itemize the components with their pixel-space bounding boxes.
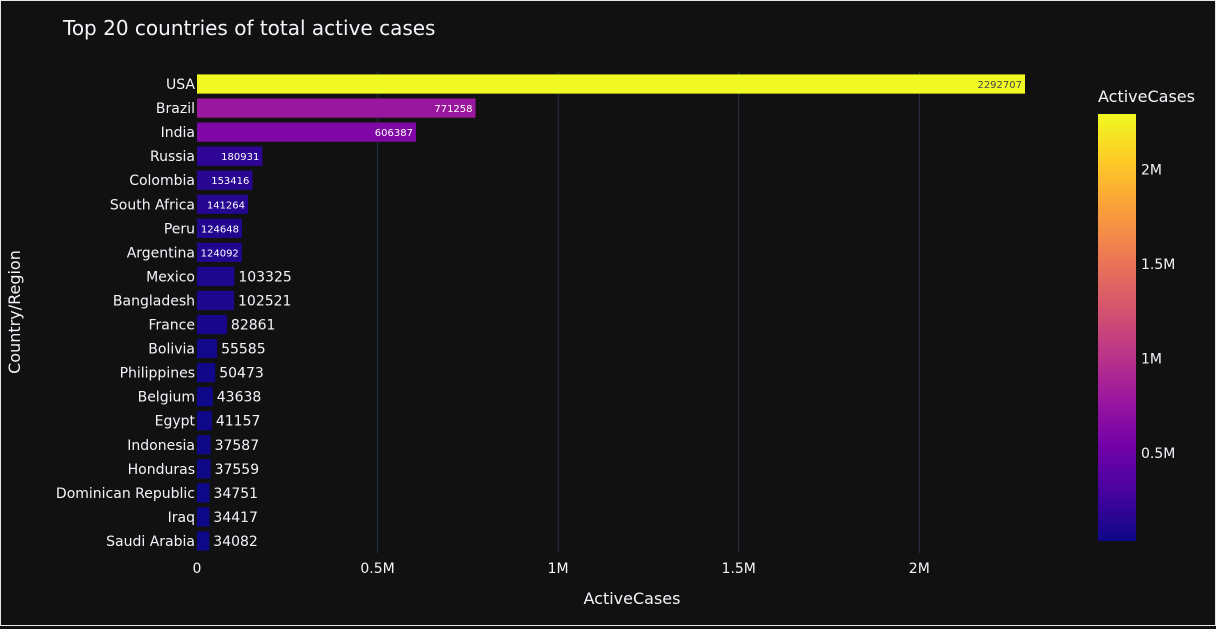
bar-value-label: 2292707 (977, 80, 1022, 91)
bar[interactable] (197, 74, 1025, 94)
bar-value-label: 37587 (215, 438, 260, 454)
y-tick-label: Peru (164, 221, 195, 237)
bar[interactable] (197, 266, 235, 287)
bar[interactable] (197, 170, 253, 190)
bar-value-label: 41157 (216, 414, 261, 430)
bar-value-label: 55585 (221, 342, 266, 358)
y-tick-label: Bangladesh (113, 293, 195, 309)
x-axis-title: ActiveCases (584, 589, 681, 608)
colorbar-tick-label: 2M (1141, 162, 1162, 178)
y-tick-label: Philippines (120, 366, 195, 382)
bar[interactable] (197, 387, 213, 407)
bar[interactable] (197, 146, 263, 166)
y-tick-label: Argentina (127, 245, 195, 261)
y-tick-label: Egypt (155, 414, 196, 430)
bar-value-label: 34082 (213, 534, 258, 550)
colorbar (1098, 114, 1136, 541)
colorbar-tick-label: 0.5M (1141, 446, 1175, 462)
bar[interactable] (197, 314, 227, 335)
bar[interactable] (197, 218, 243, 238)
bar[interactable] (197, 122, 416, 142)
colorbar-tick-label: 1.5M (1141, 257, 1175, 273)
bar-value-label: 37559 (215, 462, 260, 478)
bar[interactable] (197, 242, 242, 262)
bar[interactable] (197, 98, 476, 118)
y-tick-label: France (148, 318, 195, 334)
y-tick-label: USA (166, 77, 195, 93)
y-tick-label: Brazil (156, 101, 195, 117)
bar[interactable] (197, 194, 249, 214)
y-tick-label: India (161, 125, 195, 141)
x-tick-label: 2M (909, 561, 930, 577)
y-axis-title: Country/Region (5, 250, 24, 374)
colorbar-tick-label: 1M (1141, 351, 1162, 367)
bar-value-label: 34417 (213, 510, 258, 526)
bar[interactable] (197, 531, 210, 551)
bar-value-label: 102521 (238, 293, 291, 309)
colorbar-title: ActiveCases (1098, 87, 1195, 106)
bar[interactable] (197, 435, 211, 455)
x-tick-label: 0 (193, 561, 202, 577)
bar[interactable] (197, 290, 235, 311)
bar-value-label: 124648 (201, 224, 239, 235)
y-tick-label: Mexico (146, 269, 195, 285)
y-tick-label: Russia (150, 149, 195, 165)
y-tick-label: Iraq (168, 510, 195, 526)
chart-title: Top 20 countries of total active cases (62, 16, 435, 40)
x-tick-label: 1M (548, 561, 569, 577)
x-tick-label: 0.5M (360, 561, 394, 577)
bar[interactable] (197, 483, 210, 503)
bar-value-label: 43638 (217, 390, 262, 406)
y-tick-label: Indonesia (127, 438, 195, 454)
y-tick-label: Colombia (129, 173, 195, 189)
y-tick-label: Honduras (128, 462, 195, 478)
bar-value-label: 606387 (375, 128, 413, 139)
x-tick-label: 1.5M (722, 561, 756, 577)
bar[interactable] (197, 338, 218, 359)
bar-value-label: 153416 (211, 176, 249, 187)
y-tick-label: Bolivia (148, 342, 195, 358)
y-tick-label: Saudi Arabia (106, 534, 195, 550)
bar-value-label: 141264 (207, 200, 245, 211)
bar[interactable] (197, 507, 210, 527)
bar-value-label: 103325 (238, 269, 291, 285)
y-tick-label: Dominican Republic (56, 486, 195, 502)
bar-value-label: 771258 (434, 104, 472, 115)
bar-value-label: 34751 (214, 486, 259, 502)
bar-value-label: 82861 (231, 318, 276, 334)
bar[interactable] (197, 363, 216, 383)
y-tick-label: Belgium (138, 390, 195, 406)
bar-value-label: 124092 (201, 248, 239, 259)
bar[interactable] (197, 411, 212, 431)
bar-value-label: 180931 (221, 152, 259, 163)
bar[interactable] (197, 459, 211, 479)
bar-value-label: 50473 (219, 366, 264, 382)
y-tick-label: South Africa (110, 197, 195, 213)
